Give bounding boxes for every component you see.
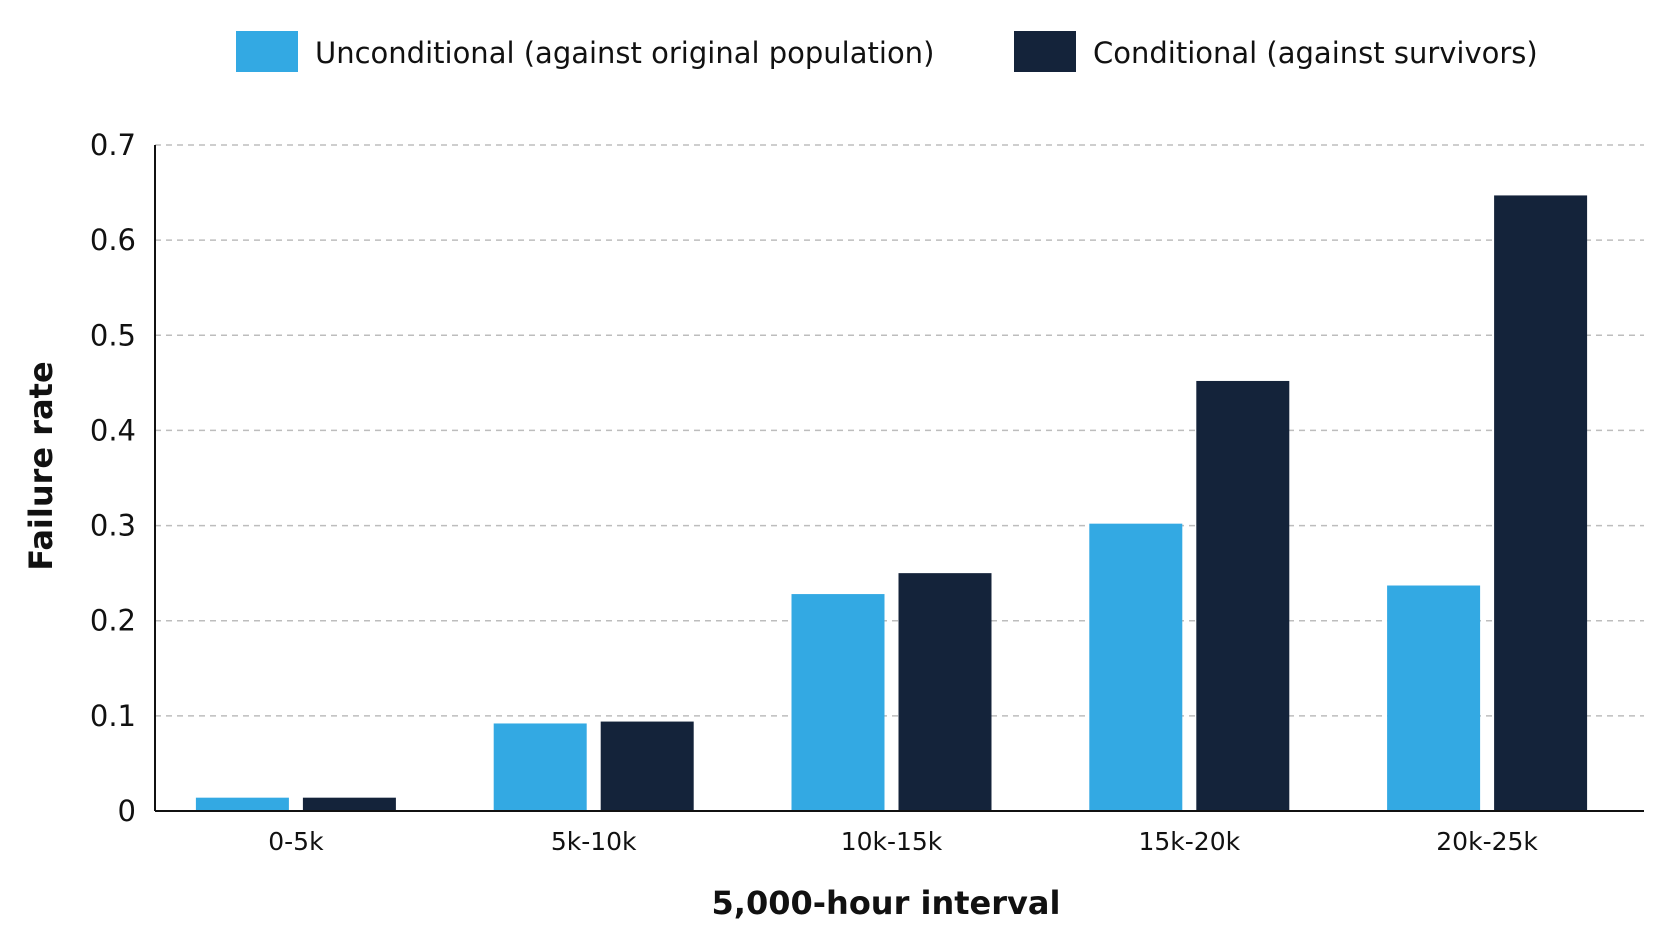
x-tick-label-20k-25k: 20k-25k [1436,827,1538,856]
bars [195,195,1588,811]
y-axis-ticks: 0 0.1 0.2 0.3 0.4 0.5 0.6 0.7 [90,128,136,828]
x-axis-title: 5,000-hour interval [712,884,1061,922]
bar-unconditional-0-5k [195,797,289,811]
x-tick-label-0-5k: 0-5k [268,827,324,856]
legend: Unconditional (against original populati… [236,31,1538,72]
bar-conditional-15k-20k [1196,380,1290,811]
y-tick-label-0-2: 0.2 [90,604,136,638]
y-tick-label-0-5: 0.5 [90,318,136,352]
x-tick-label-5k-10k: 5k-10k [551,827,637,856]
x-axis-ticks: 0-5k 5k-10k 10k-15k 15k-20k 20k-25k [268,827,1538,856]
y-axis-title: Failure rate [22,361,60,570]
y-tick-label-0-3: 0.3 [90,509,136,543]
legend-label-conditional: Conditional (against survivors) [1093,36,1538,70]
legend-swatch-conditional [1014,31,1076,72]
y-tick-label-0: 0 [118,794,136,828]
legend-swatch-unconditional [236,31,298,72]
x-tick-label-15k-20k: 15k-20k [1138,827,1240,856]
y-tick-label-0-7: 0.7 [90,128,136,162]
bar-conditional-20k-25k [1494,195,1588,811]
x-tick-label-10k-15k: 10k-15k [841,827,943,856]
bar-conditional-0-5k [302,797,396,811]
bar-unconditional-20k-25k [1387,585,1481,811]
bar-unconditional-15k-20k [1089,523,1183,811]
bar-unconditional-10k-15k [791,594,885,811]
bar-conditional-10k-15k [898,573,992,811]
y-tick-label-0-6: 0.6 [90,223,136,257]
legend-label-unconditional: Unconditional (against original populati… [315,36,934,70]
y-tick-label-0-1: 0.1 [90,699,136,733]
bar-unconditional-5k-10k [493,723,587,811]
bar-conditional-5k-10k [600,721,694,811]
y-tick-label-0-4: 0.4 [90,413,136,447]
